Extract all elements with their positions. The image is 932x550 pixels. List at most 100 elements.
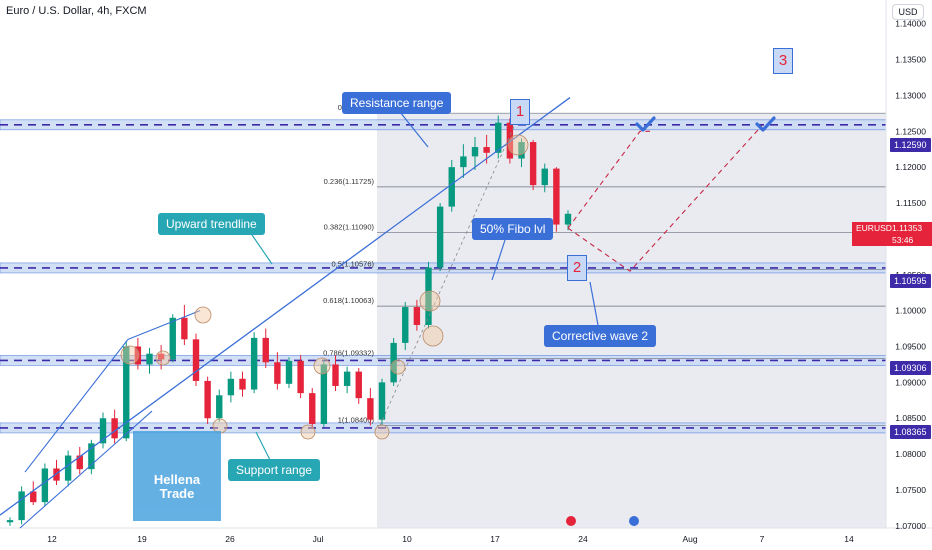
- time-tick-label: 26: [225, 534, 235, 544]
- candle-body: [30, 491, 37, 503]
- candle-body: [204, 380, 211, 419]
- trendline-pointer: [249, 231, 273, 265]
- support-range-label: Support range: [228, 459, 321, 481]
- price-tick-label: 1.07000: [895, 521, 926, 531]
- hellena-trade-logo: Hellena Trade: [133, 431, 221, 521]
- fib-label: 0.618(1.10063): [323, 296, 374, 305]
- candle-body: [309, 393, 316, 424]
- candle-body: [99, 418, 107, 444]
- fib-label: 0.382(1.11090): [324, 222, 375, 231]
- touch-point-marker: [422, 325, 444, 347]
- touch-point-marker: [300, 424, 316, 440]
- touch-point-marker: [313, 357, 331, 375]
- fib-label: 0.5(1.10576): [331, 259, 374, 268]
- candle-body: [564, 213, 572, 225]
- resistance-range-label: Resistance range: [342, 92, 452, 114]
- candle-body: [146, 353, 153, 365]
- price-tick-label: 1.07500: [895, 485, 926, 495]
- time-tick-label: 17: [490, 534, 500, 544]
- price-tick-label: 1.09000: [895, 377, 926, 387]
- current-symbol: EURUSD: [856, 223, 892, 233]
- candle-body: [274, 362, 281, 384]
- candle-body: [285, 360, 293, 384]
- candle-body: [88, 443, 95, 470]
- candle-body: [332, 364, 339, 386]
- candle-body: [134, 346, 142, 365]
- price-tick-label: 1.09500: [895, 342, 926, 352]
- candle-body: [6, 520, 14, 523]
- candle-body: [448, 167, 455, 207]
- time-tick-label: Jul: [313, 534, 324, 544]
- candle-body: [227, 378, 235, 396]
- current-price: 1.11353: [892, 223, 923, 233]
- candle-body: [76, 455, 83, 470]
- candle-body: [53, 468, 60, 481]
- candle-body: [169, 317, 176, 360]
- upward-trendline: [0, 97, 571, 516]
- candle-body: [250, 337, 258, 390]
- fib-label: 1(1.08400): [338, 415, 375, 424]
- price-tick-label: 1.12500: [895, 126, 926, 136]
- time-tick-label: 14: [844, 534, 854, 544]
- candle-body: [216, 395, 223, 419]
- resistance-price-tag: 1.12590: [890, 138, 931, 152]
- fibo-lvl-label: 50% Fibo lvl: [472, 218, 554, 240]
- candle-body: [41, 468, 49, 503]
- watermark-line-2: Trade: [159, 486, 195, 501]
- candle-body: [460, 156, 467, 168]
- price-tick-label: 1.08000: [895, 449, 926, 459]
- fib-label: 0.236(1.11725): [324, 177, 375, 186]
- event-icon: [566, 516, 576, 526]
- price-tick-label: 1.08500: [895, 413, 926, 423]
- candle-body: [495, 122, 502, 153]
- candle-body: [506, 122, 514, 159]
- current-price-tag: EURUSD 1.11353 53:46: [852, 222, 932, 246]
- candle-body: [529, 142, 537, 186]
- candle-body: [192, 339, 200, 381]
- flag-icon: [629, 516, 639, 526]
- candle-body: [402, 307, 409, 343]
- channel-upper-line: [127, 310, 201, 340]
- touch-point-marker: [507, 134, 529, 156]
- candle-body: [239, 378, 246, 390]
- touch-point-marker: [374, 424, 390, 440]
- touch-point-marker: [194, 306, 212, 324]
- price-tick-label: 1.13500: [895, 55, 926, 65]
- touch-point-marker: [155, 350, 171, 366]
- fib-lower-area: [377, 425, 886, 528]
- bar-countdown: 53:46: [892, 235, 914, 245]
- candle-body: [343, 371, 351, 386]
- support-upper-price-tag: 1.09306: [890, 361, 931, 375]
- touch-point-marker: [120, 345, 140, 365]
- candle-body: [320, 364, 328, 424]
- candle-body: [483, 147, 490, 153]
- time-tick-label: 10: [402, 534, 412, 544]
- upward-trendline-label: Upward trendline: [158, 213, 265, 235]
- candle-body: [355, 371, 362, 399]
- corrective-wave-label: Corrective wave 2: [544, 325, 657, 347]
- touch-point-marker: [419, 290, 441, 312]
- candle-body: [181, 317, 188, 340]
- candle-body: [390, 342, 397, 383]
- candle-body: [123, 346, 130, 439]
- candle-body: [367, 398, 374, 420]
- candle-body: [297, 360, 304, 394]
- candle-body: [111, 418, 118, 439]
- candle-body: [64, 455, 72, 481]
- time-tick-label: 24: [578, 534, 588, 544]
- projection-path-b: [567, 125, 763, 272]
- support-lower-price-tag: 1.08365: [890, 425, 931, 439]
- symbol-title: Euro / U.S. Dollar, 4h, FXCM: [6, 5, 147, 17]
- wave2-pointer: [589, 281, 599, 326]
- channel-mid-line: [24, 338, 129, 473]
- price-tick-label: 1.11500: [896, 198, 926, 208]
- price-tick-label: 1.14000: [895, 19, 926, 29]
- checkmark-icon: [755, 116, 776, 132]
- currency-button[interactable]: USD: [892, 4, 924, 20]
- candle-body: [18, 491, 25, 521]
- time-tick-label: 7: [760, 534, 765, 544]
- fib-label: 0.786(1.09332): [323, 349, 374, 358]
- fibo-pointer: [491, 239, 506, 281]
- candle-body: [262, 337, 269, 363]
